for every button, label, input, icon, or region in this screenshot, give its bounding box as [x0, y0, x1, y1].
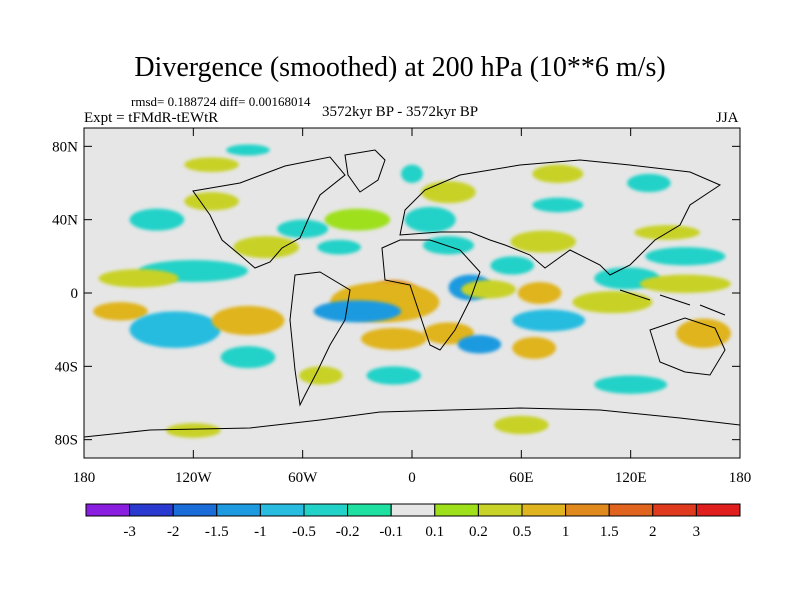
field-region-21 [422, 236, 474, 255]
colorbar-swatch [390, 503, 436, 517]
field-region-3 [313, 300, 402, 323]
period-label: 3572kyr BP - 3572kyr BP [321, 104, 479, 120]
field-region-12 [572, 291, 653, 314]
field-region-11 [512, 309, 586, 332]
field-region-9 [517, 282, 562, 304]
colorbar-label: -1 [254, 524, 267, 540]
colorbar-swatch [608, 503, 654, 517]
x-axis: 180 120W 60W 0 60E 120E 180 [73, 128, 752, 486]
x-tick-label: 60W [288, 470, 318, 486]
season-label: JJA [716, 110, 739, 126]
x-tick-label: 120W [175, 470, 213, 486]
colorbar-label: 2 [649, 524, 657, 540]
colorbar-swatch [477, 503, 523, 517]
x-tick-label: 180 [73, 470, 96, 486]
colorbar-swatch [303, 503, 349, 517]
field-region-37 [184, 192, 239, 211]
stats-text: rmsd= 0.188724 diff= 0.00168014 [131, 94, 311, 109]
field-region-30 [277, 219, 329, 238]
field-region-43 [366, 366, 422, 385]
field-region-14 [676, 318, 731, 349]
colorbar-swatch [565, 503, 610, 517]
field-region-23 [421, 181, 476, 204]
coastlines [84, 149, 740, 438]
field-region-41 [166, 423, 221, 438]
field-region-22 [404, 206, 456, 233]
field-region-24 [532, 164, 584, 183]
field-region-34 [129, 311, 221, 348]
field-region-8 [461, 280, 516, 299]
colorbar-label: -0.2 [336, 524, 360, 540]
field-region-39 [184, 157, 239, 173]
colorbar-swatch [259, 503, 305, 517]
field-region-4 [360, 327, 427, 350]
y-tick-label: 0 [71, 286, 79, 302]
colorbar-swatch [85, 503, 131, 517]
colorbar-label: 1.5 [600, 524, 619, 540]
colorbar-swatch [695, 503, 741, 517]
field-region-35 [211, 305, 285, 336]
field-region-42 [493, 415, 549, 435]
x-tick-label: 180 [729, 470, 752, 486]
field-region-27 [324, 208, 391, 231]
x-tick-label: 60E [509, 470, 533, 486]
field-region-26 [401, 164, 423, 183]
colorbar-label: -1.5 [205, 524, 229, 540]
field-region-6 [457, 335, 502, 354]
field-region-29 [233, 236, 300, 259]
field-region-33 [93, 302, 148, 321]
colorbar-label: -3 [123, 524, 136, 540]
field-region-40 [226, 144, 270, 156]
field-region-28 [317, 239, 361, 255]
chart-title: Divergence (smoothed) at 200 hPa (10**6 … [134, 52, 666, 83]
colorbar-label: 0.1 [425, 524, 444, 540]
colorbar-label: 3 [693, 524, 701, 540]
colorbar-label: 0.2 [469, 524, 488, 540]
y-tick-label: 40N [52, 213, 78, 229]
field-region-25 [627, 173, 671, 193]
field-region-45 [594, 375, 668, 394]
field-region-16 [645, 247, 726, 266]
y-tick-label: 80S [55, 433, 78, 449]
colorbar-swatch [521, 503, 567, 517]
y-tick-label: 80N [52, 139, 78, 155]
colorbar-swatch [129, 503, 174, 517]
colorbar-label: -2 [167, 524, 180, 540]
colorbar-swatch [652, 503, 697, 517]
colorbar-label: -0.1 [379, 524, 403, 540]
field-region-19 [532, 197, 584, 213]
colorbar-swatch [347, 503, 392, 517]
field-region-44 [299, 366, 343, 385]
y-tick-label: 40S [55, 359, 78, 375]
field-region-36 [220, 346, 276, 369]
colorbar: -3 -2 -1.5 -1 -0.5 -0.2 -0.1 0.1 0.2 0.5 1 1.5 2 3 [85, 503, 741, 540]
colorbar-swatch [434, 503, 479, 517]
field-region-32 [98, 269, 179, 288]
y-axis: 80N 40N 0 40S 80S [52, 139, 740, 449]
field-regions [93, 144, 731, 438]
experiment-label: Expt = tFMdR-tEWtR [84, 110, 219, 126]
colorbar-label: 1 [562, 524, 570, 540]
x-tick-label: 120E [615, 470, 647, 486]
field-region-10 [512, 337, 556, 359]
colorbar-swatch [216, 503, 261, 517]
colorbar-label: 0.5 [513, 524, 532, 540]
field-region-20 [490, 256, 535, 275]
field-region-15 [639, 274, 731, 294]
field-region-5 [422, 322, 474, 345]
colorbar-swatch [172, 503, 218, 517]
field-region-38 [129, 208, 185, 231]
x-tick-label: 0 [408, 470, 416, 486]
field-region-18 [510, 230, 576, 253]
colorbar-label: -0.5 [292, 524, 316, 540]
